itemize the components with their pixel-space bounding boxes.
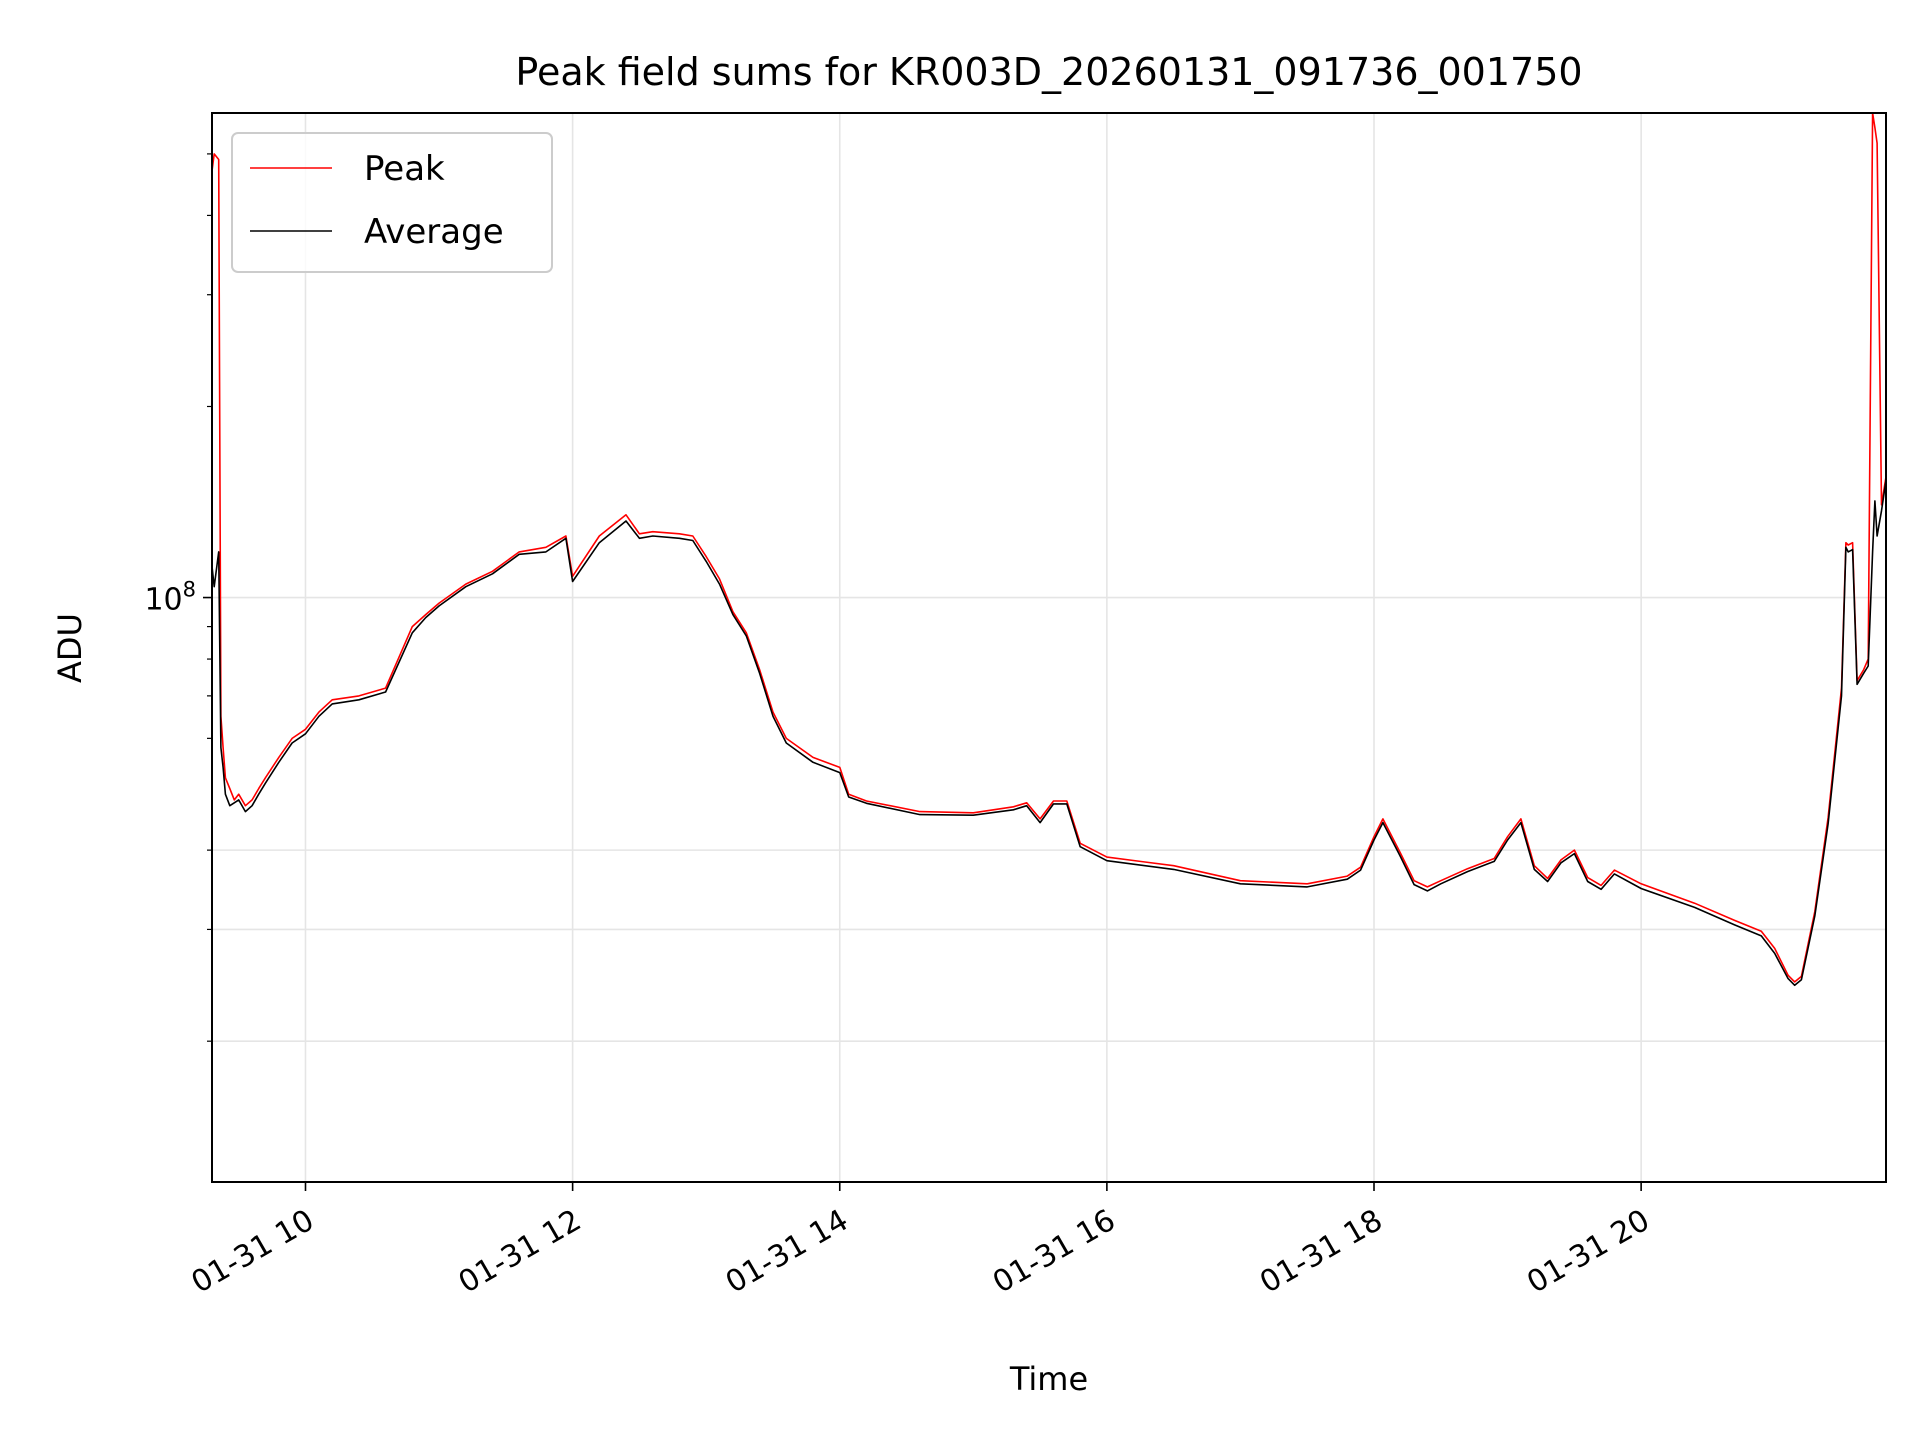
series-line-peak [212, 113, 1886, 983]
chart-title: Peak field sums for KR003D_20260131_0917… [515, 50, 1582, 94]
legend-label-peak: Peak [364, 149, 445, 189]
legend-label-average: Average [364, 212, 504, 252]
series-line-average [212, 480, 1886, 987]
series-layer [212, 113, 1886, 987]
x-axis-title: Time [1009, 1360, 1088, 1398]
y-axis-title: ADU [51, 613, 89, 683]
legend: Peak Average [231, 132, 553, 273]
y-tick-label: 108 [144, 578, 196, 618]
grid-layer [212, 113, 1886, 1182]
plot-frame [211, 112, 1887, 1183]
